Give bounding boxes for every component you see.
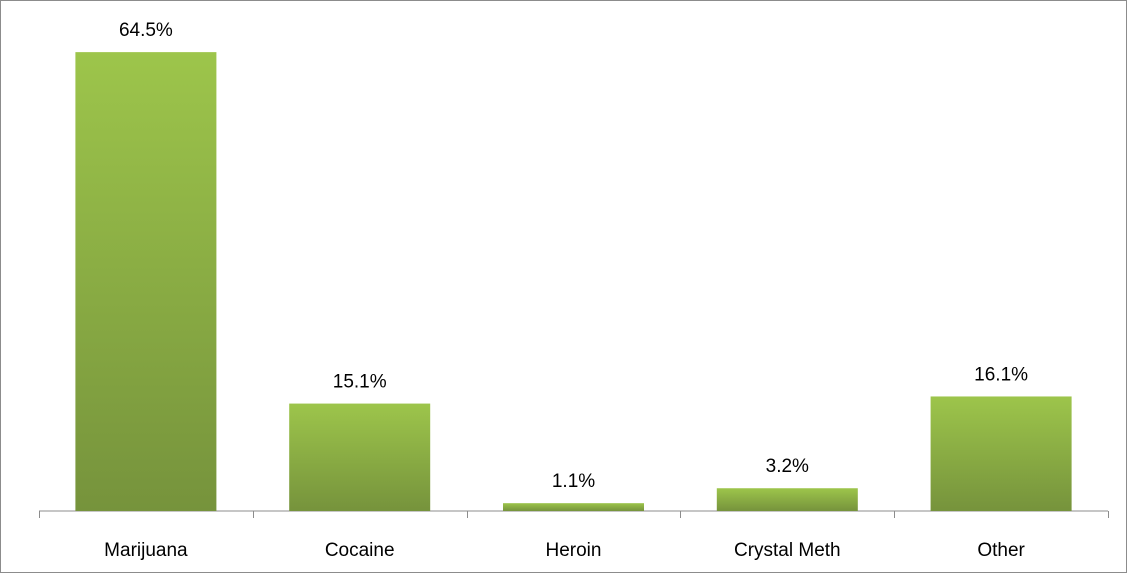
category-label: Heroin [546, 540, 602, 561]
category-label: Other [977, 540, 1025, 561]
category-label: Cocaine [325, 540, 395, 561]
data-label: 15.1% [333, 372, 387, 393]
category-labels-group: Marijuana Cocaine Heroin Crystal Meth Other [104, 540, 1025, 561]
data-labels-group: 64.5% 15.1% 1.1% 3.2% 16.1% [119, 20, 1028, 492]
bar-marijuana [75, 52, 217, 511]
data-label: 64.5% [119, 20, 173, 41]
data-label: 16.1% [974, 364, 1028, 385]
bar-other [930, 396, 1072, 511]
bar-crystal-meth [716, 488, 858, 511]
category-label: Crystal Meth [734, 540, 841, 561]
data-label: 1.1% [552, 471, 595, 492]
x-axis [39, 510, 1109, 518]
bar-cocaine [289, 403, 431, 511]
category-label: Marijuana [104, 540, 188, 561]
bar-heroin [503, 503, 644, 511]
data-label: 3.2% [766, 456, 809, 477]
bars-group [75, 52, 1072, 511]
